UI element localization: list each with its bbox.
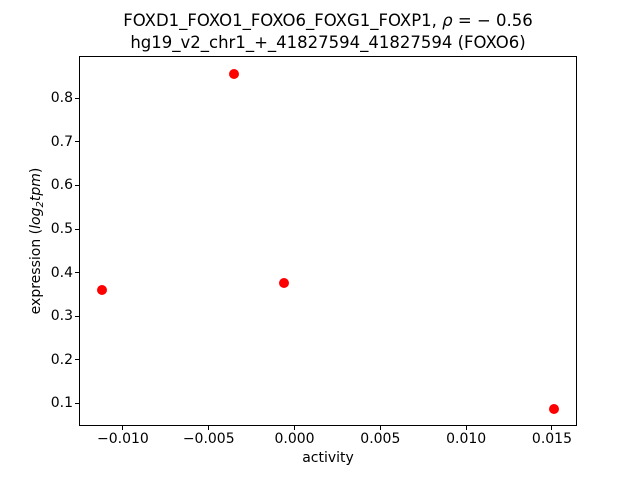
chart-title-text: FOXD1_FOXO1_FOXO6_FOXG1_FOXP1,	[123, 11, 443, 30]
x-tick-label: 0.000	[274, 431, 315, 447]
x-tick-label: 0.015	[531, 431, 573, 447]
scatter-point	[548, 404, 559, 415]
x-tick-label: −0.010	[97, 431, 149, 447]
x-tick-mark	[465, 425, 467, 430]
y-tick-mark	[75, 228, 79, 230]
scatter-point	[97, 284, 108, 295]
y-tick-label: 0.6	[50, 177, 73, 194]
y-tick-mark	[75, 402, 79, 404]
y-tick-label: 0.5	[50, 221, 73, 238]
x-tick-mark	[551, 425, 553, 430]
y-tick-mark	[75, 184, 79, 186]
x-tick-mark	[294, 425, 296, 430]
rho-symbol: ρ	[442, 11, 453, 30]
y-axis-label-suffix: )	[28, 167, 44, 174]
y-tick-mark	[75, 272, 79, 274]
scatter-point	[279, 278, 290, 289]
y-tick-label: 0.4	[50, 264, 73, 281]
scatter-point	[229, 69, 240, 80]
y-tick-mark	[75, 315, 79, 317]
y-tick-label: 0.7	[50, 133, 73, 150]
y-tick-mark	[75, 359, 79, 361]
x-tick-label: −0.005	[182, 431, 235, 447]
chart-title: FOXD1_FOXO1_FOXO6_FOXG1_FOXP1, ρ = − 0.5…	[80, 10, 576, 53]
y-tick-label: 0.3	[50, 308, 73, 325]
x-tick-label: 0.010	[446, 431, 487, 447]
x-tick-mark	[208, 425, 210, 430]
y-tick-label: 0.8	[50, 90, 73, 107]
y-tick-mark	[75, 97, 79, 99]
y-tick-label: 0.2	[50, 351, 73, 368]
chart-title-line1: FOXD1_FOXO1_FOXO6_FOXG1_FOXP1, ρ = − 0.5…	[80, 10, 576, 32]
plot-area	[75, 56, 577, 430]
x-tick-mark	[379, 425, 381, 430]
rho-value: = − 0.56	[452, 11, 533, 30]
chart-title-line2: hg19_v2_chr1_+_41827594_41827594 (FOXO6)	[130, 32, 526, 52]
y-tick-mark	[75, 141, 79, 143]
x-tick-label: 0.005	[360, 431, 401, 447]
x-tick-mark	[122, 425, 124, 430]
y-tick-label: 0.1	[50, 395, 73, 412]
x-axis-label: activity	[302, 450, 354, 466]
